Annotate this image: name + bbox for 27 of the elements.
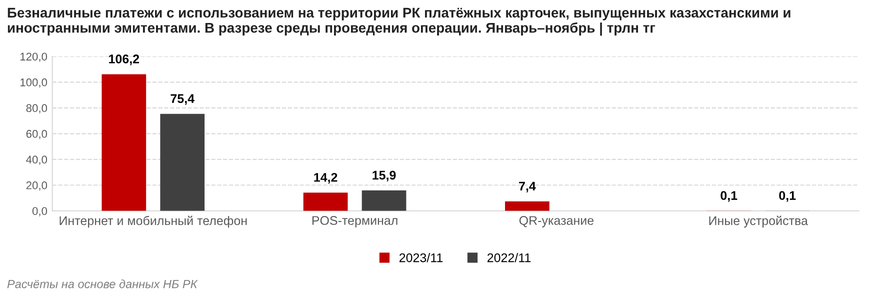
legend-label: 2022/11: [488, 253, 531, 262]
x-tick-label: Интернет и мобильный телефон: [60, 216, 247, 228]
bar: [102, 74, 146, 211]
bar: [303, 192, 348, 211]
legend-label: 2023/11: [399, 253, 443, 262]
y-tick-label: 80,0: [26, 104, 48, 114]
data-label: 14,2: [314, 172, 338, 184]
bar: [160, 114, 205, 211]
x-tick-label: POS-терминал: [312, 216, 398, 228]
y-tick-label: 40,0: [26, 156, 48, 165]
data-label: 0,1: [779, 191, 796, 202]
y-tick-label: 120,0: [20, 52, 48, 62]
data-label: 0,1: [720, 191, 738, 202]
data-label: 106,2: [109, 54, 140, 66]
data-label: 15,9: [372, 170, 396, 182]
y-tick-label: 0,0: [32, 207, 48, 216]
x-tick-label: QR-указание: [519, 216, 594, 228]
y-tick-label: 60,0: [26, 130, 48, 140]
x-tick-label: Иные устройства: [709, 216, 808, 228]
data-label: 75,4: [170, 94, 194, 105]
chart-title: Безналичные платежи с использованием на территории РК платёжных карточек, выпущенных казахстанскими и иностранными эмитентами. В разрезе среды проведения операции. Январь–ноябрь | трлн тг: [8, 8, 790, 36]
y-tick-label: 100,0: [20, 78, 48, 88]
data-label: 7,4: [519, 182, 536, 192]
text: Расчёты на основе данных НБ РК: [7, 280, 198, 288]
y-tick-label: 20,0: [26, 181, 48, 191]
bar: [362, 190, 406, 211]
bar: [505, 201, 550, 211]
